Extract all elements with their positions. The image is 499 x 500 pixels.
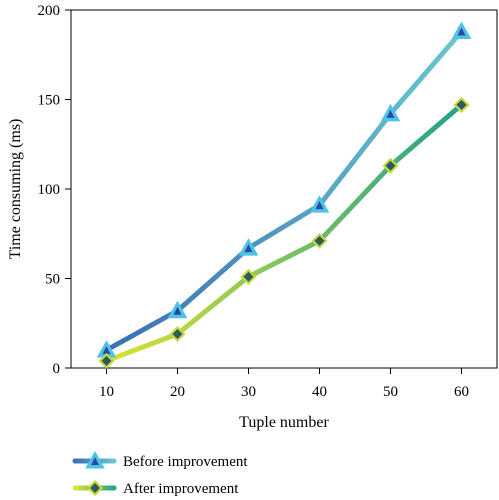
x-tick-label: 50: [383, 384, 398, 400]
legend-label-2: After improvement: [123, 481, 239, 497]
series-1-point-core: [102, 346, 111, 355]
y-tick-label: 100: [38, 182, 61, 198]
series-line-1: [104, 28, 464, 353]
x-tick-label: 60: [454, 384, 469, 400]
x-tick-label: 10: [99, 384, 114, 400]
series-line-2: [104, 102, 464, 364]
series-layer: [97, 21, 471, 369]
series-1-point-core: [386, 109, 395, 118]
x-tick-label: 40: [312, 384, 327, 400]
series-2-point-core: [385, 160, 396, 171]
y-tick-label: 200: [38, 3, 61, 19]
series-1-point-core: [315, 201, 324, 210]
series-2-point-core: [172, 328, 183, 339]
series-1-point-core: [173, 306, 182, 315]
legend-marker-2-core: [90, 483, 100, 493]
series-2-point-core: [243, 271, 254, 282]
legend-label-1: Before improvement: [123, 454, 248, 470]
series-1-point-core: [244, 244, 253, 253]
x-tick-label: 20: [170, 384, 185, 400]
y-tick-label: 150: [38, 93, 61, 109]
legend: Before improvement After improvement: [72, 451, 248, 497]
series-2-point-core: [314, 235, 325, 246]
axes: 10 20 30 40 50 60 0 50 100 150 200: [38, 3, 470, 400]
series-2-point-core: [456, 99, 467, 110]
y-tick-label: 50: [45, 272, 60, 288]
legend-marker-1-core: [91, 457, 99, 465]
x-axis-title: Tuple number: [239, 414, 329, 431]
x-tick-label: 30: [241, 384, 256, 400]
y-tick-label: 0: [53, 361, 61, 377]
series-2-point-core: [101, 355, 112, 366]
series-1-point-core: [457, 27, 466, 36]
y-axis-title: Time consuming (ms): [7, 119, 24, 260]
